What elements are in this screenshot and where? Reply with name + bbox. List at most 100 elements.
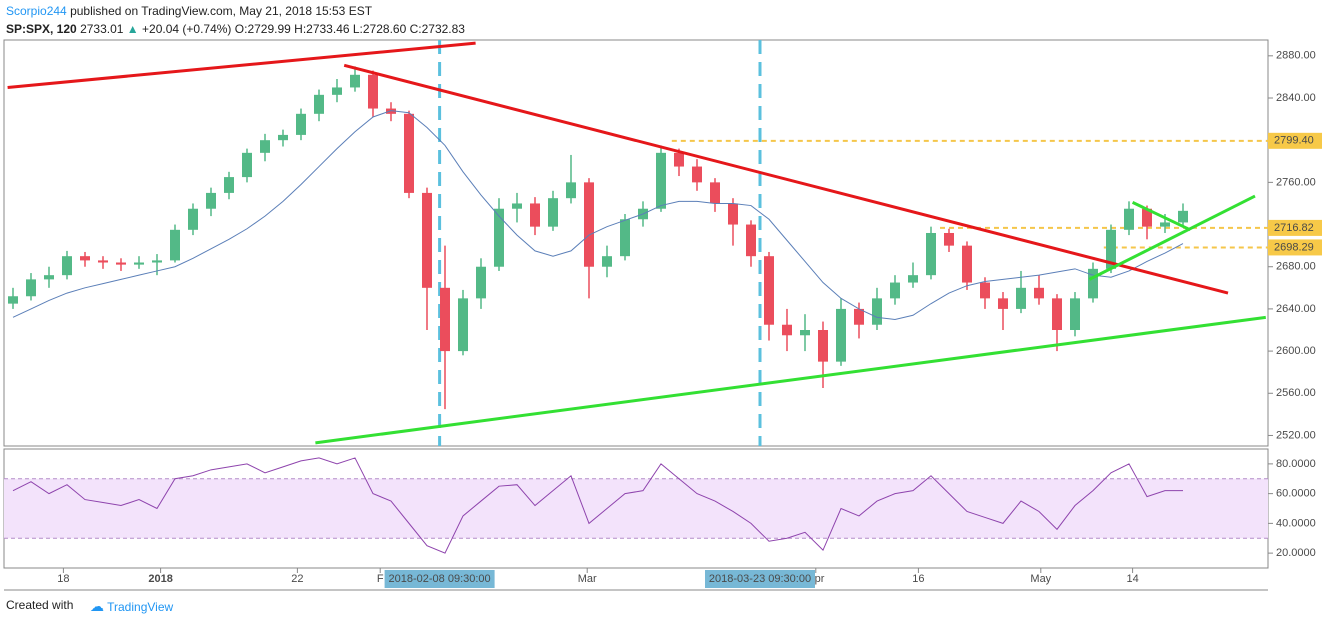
up-arrow: ▲ xyxy=(126,22,139,36)
x-tick-label: May xyxy=(1030,573,1051,585)
candle-body xyxy=(836,308,846,362)
marker-label: 2018-02-08 09:30:00 xyxy=(389,573,491,585)
candle-body xyxy=(296,113,306,135)
candle-body xyxy=(926,232,936,276)
level-label: 2698.29 xyxy=(1274,241,1314,253)
author[interactable]: Scorpio244 xyxy=(6,4,67,18)
candle-body xyxy=(854,308,864,325)
candle-body xyxy=(1052,298,1062,330)
symbol: SP:SPX, 120 xyxy=(6,22,77,36)
price-plot xyxy=(7,40,1268,446)
candle-body xyxy=(350,74,360,88)
level-label-bg xyxy=(1268,132,1322,149)
candle-body xyxy=(1088,268,1098,299)
candle-body xyxy=(206,192,216,209)
marker-label-bg xyxy=(705,570,815,588)
candle-body xyxy=(404,113,414,193)
candle-body xyxy=(512,203,522,209)
candle-body xyxy=(278,134,288,141)
marker-label-bg xyxy=(384,570,495,588)
tv-logo[interactable]: ☁ TradingView xyxy=(90,598,173,615)
published: published on TradingView.com, May 21, 20… xyxy=(70,4,373,18)
candle-body xyxy=(566,182,576,199)
x-tick-label: 14 xyxy=(1126,573,1138,585)
trendline xyxy=(315,315,1266,445)
level-label: 2799.40 xyxy=(1274,135,1314,147)
x-tick-label: F xyxy=(377,573,384,585)
candle-body xyxy=(944,232,954,246)
candle-body xyxy=(242,152,252,178)
candle-body xyxy=(908,275,918,283)
axes: 2520.002560.002600.002640.002680.002720.… xyxy=(57,50,1322,588)
candle-body xyxy=(1034,287,1044,299)
x-tick-label: 16 xyxy=(912,573,924,585)
candle-body xyxy=(332,87,342,95)
candle-body xyxy=(620,219,630,257)
candle-body xyxy=(116,262,126,265)
rsi-tick-label: 20.0000 xyxy=(1276,547,1316,559)
rsi-band xyxy=(4,478,1268,539)
candle-body xyxy=(422,192,432,288)
candle-body xyxy=(1124,208,1134,230)
candle-body xyxy=(1106,229,1116,269)
candle-body xyxy=(890,282,900,299)
candle-body xyxy=(8,296,18,304)
candle-body xyxy=(746,224,756,257)
candle-body xyxy=(728,203,738,225)
candle-body xyxy=(476,266,486,299)
candle-body xyxy=(494,208,504,267)
trendline xyxy=(1131,201,1191,232)
y-tick-label: 2560.00 xyxy=(1276,387,1316,399)
trendline xyxy=(7,41,476,89)
candle-body xyxy=(998,298,1008,309)
candle-body xyxy=(584,182,594,267)
rsi-plot xyxy=(4,457,1268,554)
candle-body xyxy=(782,324,792,336)
candle-body xyxy=(134,262,144,265)
marker-label: 2018-03-23 09:30:00 xyxy=(709,573,811,585)
candle-body xyxy=(260,140,270,153)
symbol-line: SP:SPX, 120 2733.01 ▲ +20.04 (+0.74%) O:… xyxy=(6,22,465,36)
candle-body xyxy=(800,330,810,336)
candle-body xyxy=(1070,298,1080,330)
rsi-line xyxy=(12,457,1183,554)
rsi-tick-label: 40.0000 xyxy=(1276,517,1316,529)
chart: 2520.002560.002600.002640.002680.002720.… xyxy=(3,39,1322,591)
candle-body xyxy=(1142,208,1152,227)
ohlc: O:2729.99 H:2733.46 L:2728.60 C:2732.83 xyxy=(234,22,465,36)
trendline xyxy=(1088,194,1256,281)
created-with: Created with xyxy=(6,598,74,612)
candle-body xyxy=(368,74,378,109)
x-tick-label: Mar xyxy=(578,573,597,585)
candle-body xyxy=(440,287,450,352)
y-tick-label: 2880.00 xyxy=(1276,50,1316,62)
candle-body xyxy=(1178,210,1188,223)
candle-body xyxy=(98,260,108,263)
logo-icon: ☁ xyxy=(90,598,104,614)
candle-body xyxy=(26,279,36,297)
candle-body xyxy=(872,298,882,325)
candle-body xyxy=(44,275,54,280)
candle-body xyxy=(656,152,666,209)
candle-body xyxy=(602,256,612,267)
candle-body xyxy=(962,245,972,283)
y-tick-label: 2680.00 xyxy=(1276,261,1316,273)
moving-average xyxy=(12,110,1184,320)
y-tick-label: 2640.00 xyxy=(1276,303,1316,315)
candle-body xyxy=(80,256,90,261)
candle-body xyxy=(710,182,720,204)
x-tick-label: 18 xyxy=(57,573,69,585)
last-price: 2733.01 xyxy=(80,22,124,36)
candle-body xyxy=(1016,287,1026,309)
trendline xyxy=(343,63,1229,295)
candle-body xyxy=(314,94,324,114)
x-tick-label: 2018 xyxy=(148,573,172,585)
level-label-bg xyxy=(1268,239,1322,256)
candle-body xyxy=(692,166,702,183)
candle-body xyxy=(1160,222,1170,227)
candle-body xyxy=(764,256,774,325)
y-tick-label: 2760.00 xyxy=(1276,176,1316,188)
candle-body xyxy=(818,330,828,362)
rsi-tick-label: 80.0000 xyxy=(1276,458,1316,470)
